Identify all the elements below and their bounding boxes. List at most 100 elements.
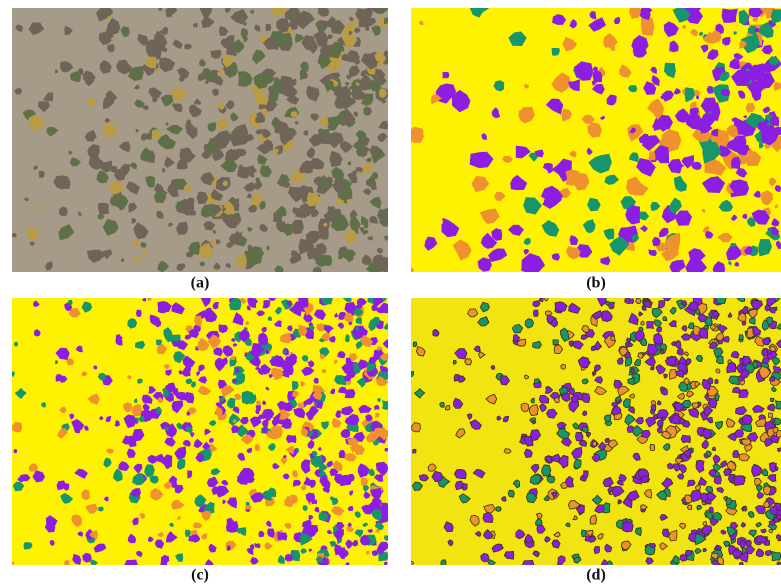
region xyxy=(286,435,297,443)
region xyxy=(647,322,654,329)
region xyxy=(708,378,713,384)
region xyxy=(669,260,685,277)
region xyxy=(590,515,596,524)
region xyxy=(441,560,446,566)
region xyxy=(636,298,641,303)
region xyxy=(657,327,662,332)
region xyxy=(763,338,771,345)
region xyxy=(739,390,749,398)
region xyxy=(735,430,744,438)
caption: (b) xyxy=(586,275,606,292)
region xyxy=(525,319,534,328)
region xyxy=(611,336,615,341)
region xyxy=(715,379,718,383)
caption: (a) xyxy=(191,275,210,292)
region xyxy=(455,470,467,479)
region xyxy=(732,387,740,393)
region xyxy=(481,553,489,562)
region xyxy=(496,507,501,512)
region xyxy=(583,411,587,416)
region xyxy=(542,465,551,476)
region xyxy=(465,359,472,365)
region xyxy=(190,211,196,216)
region xyxy=(703,549,707,552)
region xyxy=(628,343,633,346)
region xyxy=(576,432,584,441)
region xyxy=(771,9,781,23)
region xyxy=(679,418,685,424)
region xyxy=(677,348,683,355)
region xyxy=(193,23,198,27)
region xyxy=(581,530,586,537)
region xyxy=(692,403,698,409)
region xyxy=(533,310,538,316)
region xyxy=(770,376,775,381)
caption: (c) xyxy=(191,567,209,584)
region xyxy=(539,298,543,302)
region xyxy=(651,367,655,370)
region xyxy=(413,342,417,346)
region xyxy=(733,450,739,457)
region xyxy=(446,406,450,410)
region xyxy=(508,490,514,497)
region xyxy=(771,398,774,402)
region xyxy=(706,500,711,505)
region xyxy=(660,344,667,350)
region xyxy=(764,486,771,495)
region xyxy=(650,543,656,548)
region xyxy=(462,484,467,490)
region xyxy=(766,551,772,556)
region xyxy=(606,302,610,306)
region xyxy=(384,18,390,25)
region xyxy=(778,448,781,452)
page: (a) (b) (c) (d) (() => { const data = JS… xyxy=(0,0,781,588)
region xyxy=(553,340,558,345)
region xyxy=(762,357,769,364)
region xyxy=(298,295,308,308)
region xyxy=(502,497,506,501)
region xyxy=(574,459,581,469)
region xyxy=(716,369,721,373)
region xyxy=(277,532,287,541)
region xyxy=(770,346,776,351)
region xyxy=(658,301,665,308)
region xyxy=(743,507,747,512)
region xyxy=(695,485,700,490)
region xyxy=(98,203,109,215)
region xyxy=(522,560,534,569)
region xyxy=(535,379,540,384)
region xyxy=(761,529,766,533)
region xyxy=(533,420,536,424)
region xyxy=(772,552,781,561)
region xyxy=(706,487,713,493)
region xyxy=(593,442,597,446)
region xyxy=(382,400,392,410)
region xyxy=(773,428,778,434)
region xyxy=(638,353,643,358)
region xyxy=(715,292,726,304)
region xyxy=(734,476,745,486)
region xyxy=(663,316,667,321)
region xyxy=(722,9,738,23)
region xyxy=(749,318,755,325)
region xyxy=(375,413,379,418)
region xyxy=(594,547,600,554)
region xyxy=(64,560,69,566)
region xyxy=(650,410,654,415)
region xyxy=(124,560,137,570)
region xyxy=(255,444,260,451)
region xyxy=(491,366,495,370)
region xyxy=(584,471,588,478)
region xyxy=(440,403,445,408)
region xyxy=(742,415,752,425)
region xyxy=(776,401,781,409)
region xyxy=(504,416,509,422)
region xyxy=(604,415,610,422)
region xyxy=(408,127,424,143)
region xyxy=(571,396,578,403)
region xyxy=(739,562,743,566)
region xyxy=(681,435,690,442)
region xyxy=(158,7,163,12)
region xyxy=(605,438,610,443)
figure: (a) (b) (c) (d) xyxy=(0,0,781,588)
